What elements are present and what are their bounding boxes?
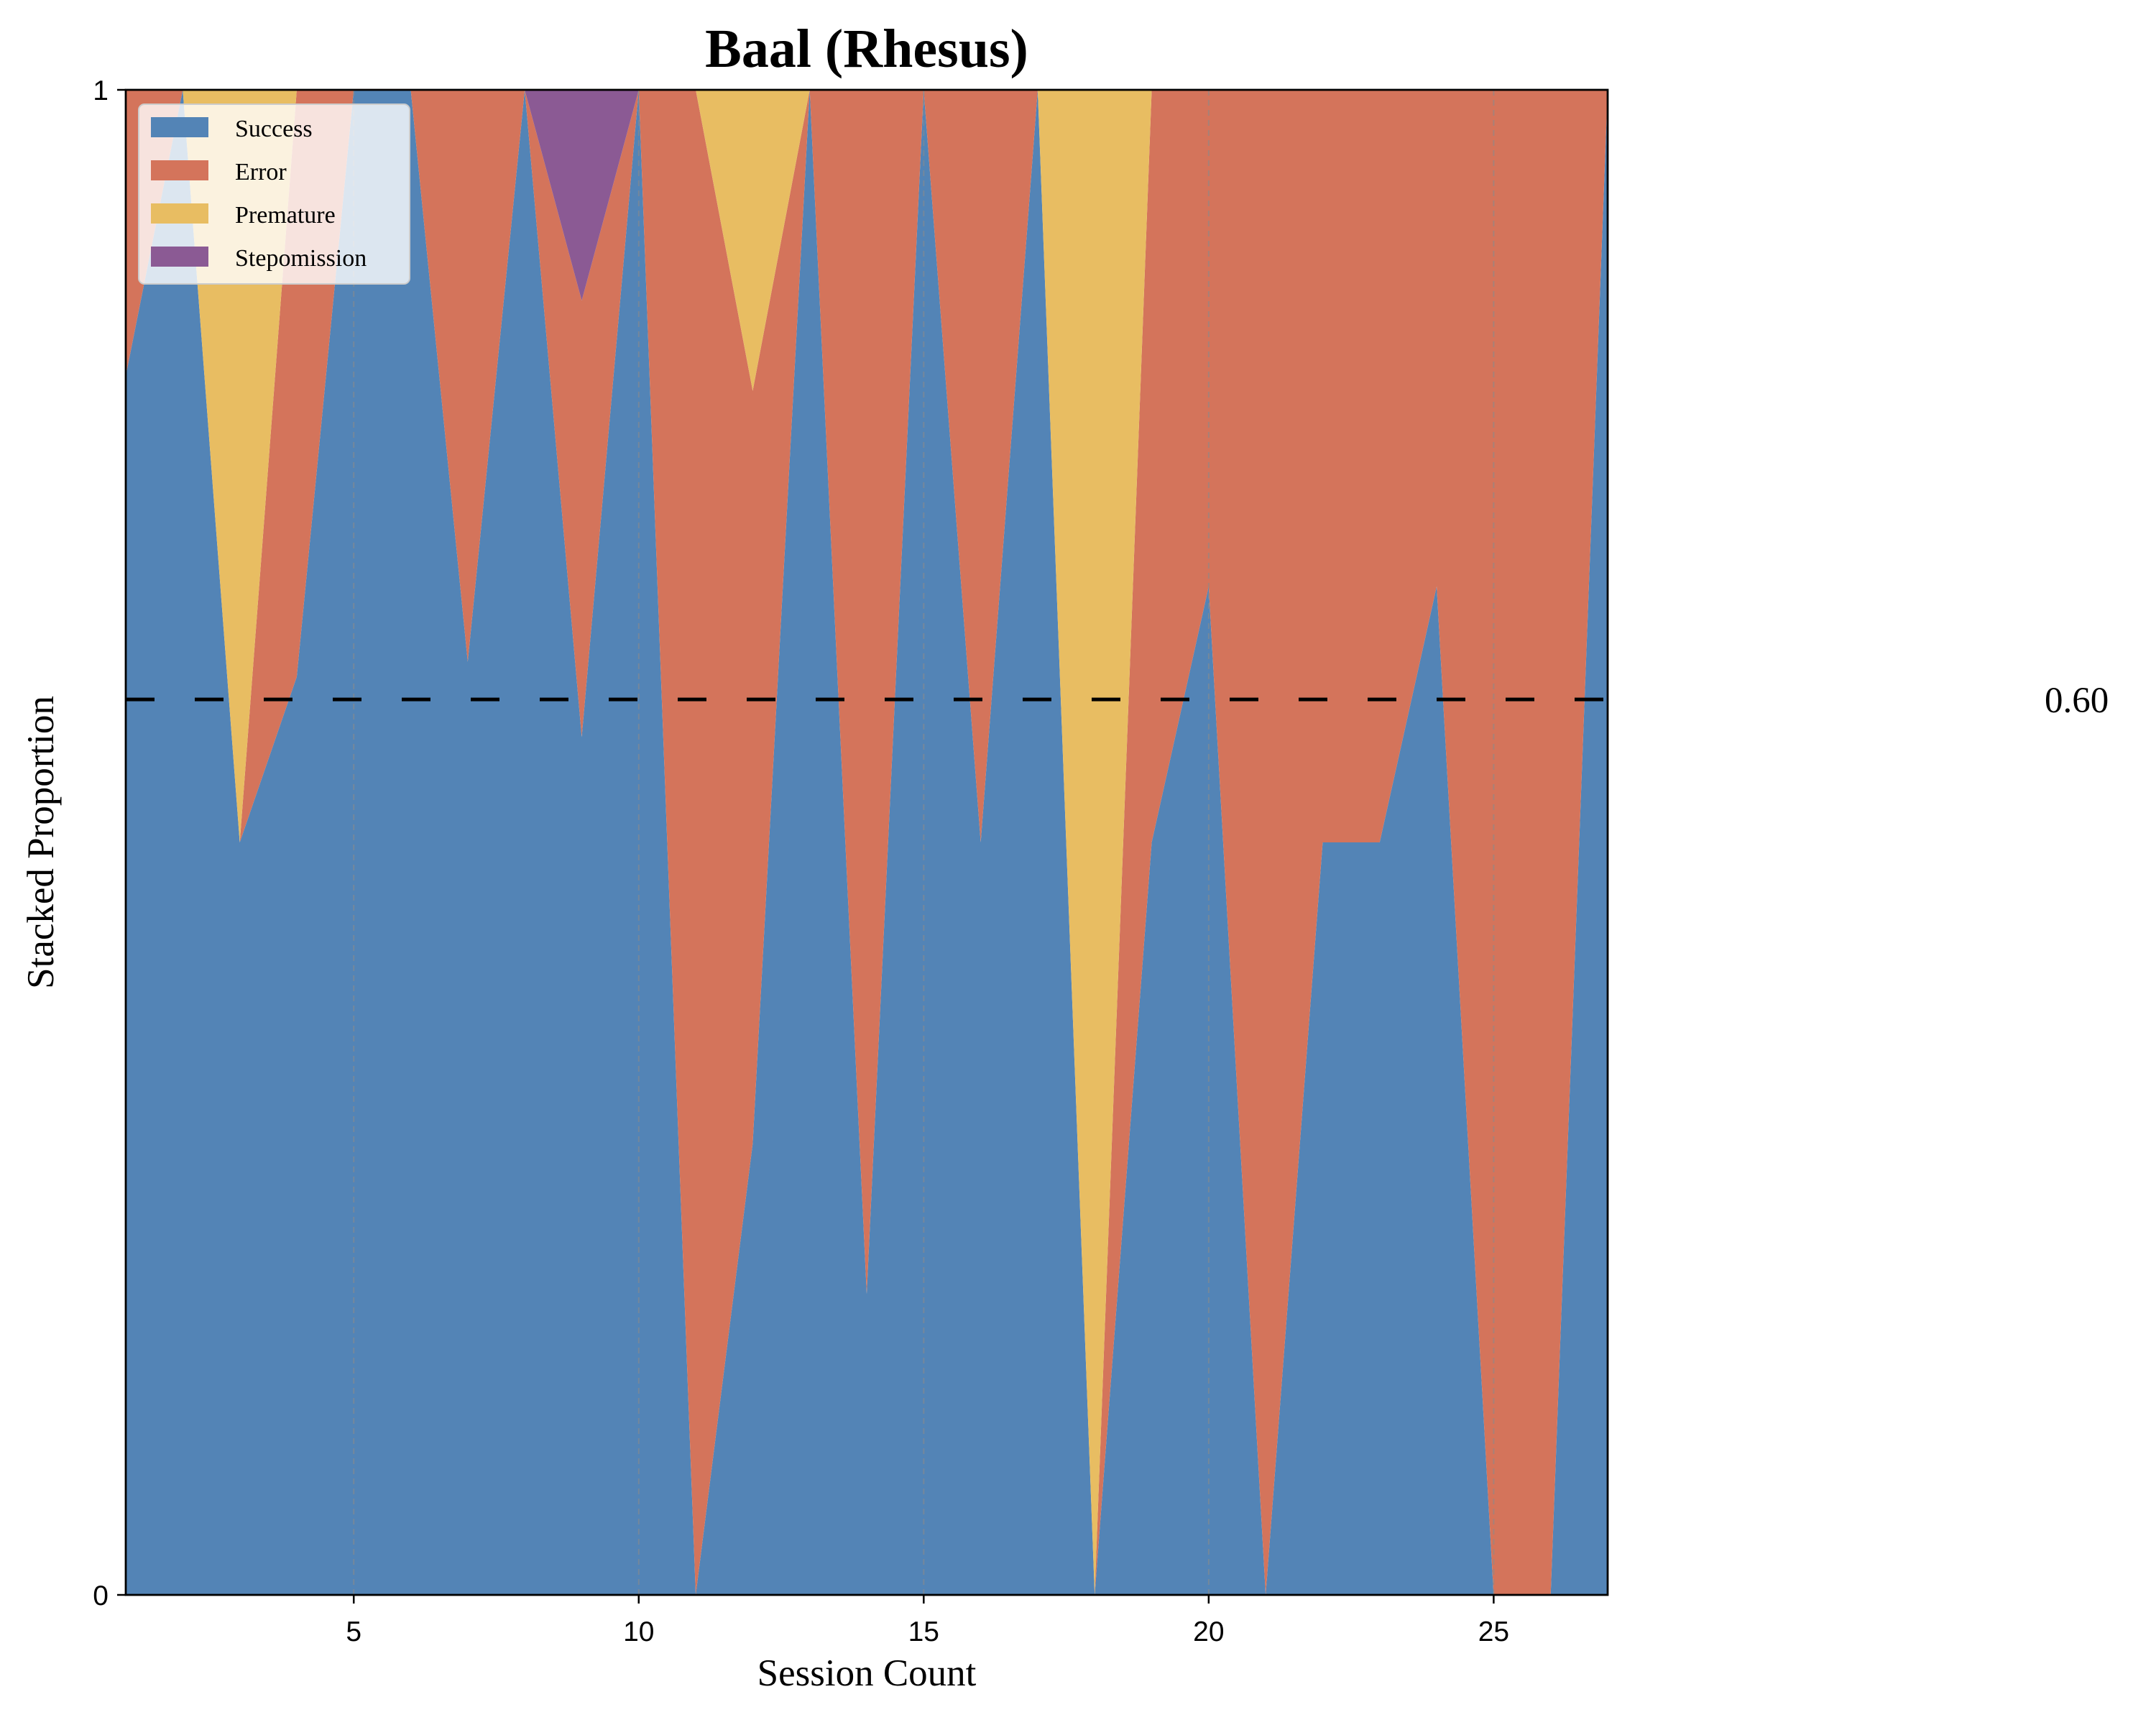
area-series-success bbox=[126, 90, 1608, 1595]
chart-title: Baal (Rhesus) bbox=[705, 19, 1028, 79]
legend-swatch-stepomission bbox=[151, 247, 208, 267]
x-tick-label-20: 20 bbox=[1193, 1616, 1224, 1647]
legend-label-premature: Premature bbox=[235, 202, 336, 229]
y-tick-label-0: 0 bbox=[93, 1581, 109, 1611]
x-tick-label-25: 25 bbox=[1478, 1616, 1509, 1647]
axes-frame bbox=[124, 88, 1609, 1596]
legend-box bbox=[138, 104, 410, 285]
legend-swatch-error bbox=[151, 160, 208, 180]
x-tick-label-5: 5 bbox=[346, 1616, 361, 1647]
axis-ticks: 5 10 15 20 25 0 1 bbox=[93, 75, 1509, 1647]
plot-area bbox=[126, 90, 1608, 1595]
x-tick-label-10: 10 bbox=[623, 1616, 654, 1647]
y-tick-label-1: 1 bbox=[93, 75, 109, 106]
legend-items: Success Error Premature Stepomission bbox=[151, 116, 367, 272]
x-axis-label: Session Count bbox=[757, 1652, 977, 1694]
x-tick-label-15: 15 bbox=[908, 1616, 939, 1647]
legend: Success Error Premature Stepomission bbox=[138, 104, 410, 285]
reference-line-label: 0.60 bbox=[2045, 681, 2109, 721]
legend-label-success: Success bbox=[235, 116, 313, 142]
series-areas bbox=[126, 90, 1608, 1595]
legend-swatch-premature bbox=[151, 203, 208, 224]
legend-swatch-success bbox=[151, 117, 208, 137]
area-series-error bbox=[126, 90, 1608, 1595]
legend-label-stepomission: Stepomission bbox=[235, 245, 367, 272]
legend-label-error: Error bbox=[235, 159, 287, 185]
y-axis-label: Stacked Proportion bbox=[20, 696, 62, 989]
